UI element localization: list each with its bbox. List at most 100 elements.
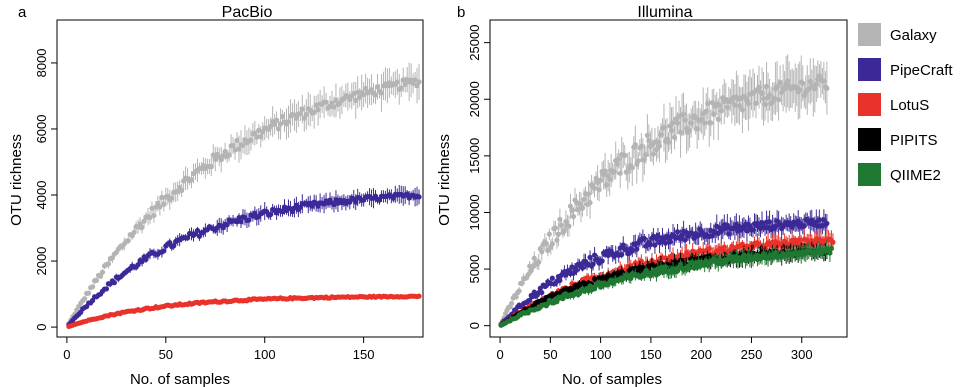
data-point: [552, 225, 558, 231]
data-point: [252, 210, 258, 216]
data-point: [590, 261, 596, 267]
x-tick-label: 100: [590, 347, 612, 362]
data-point: [93, 277, 100, 283]
data-point: [212, 156, 218, 162]
data-point: [587, 254, 593, 260]
data-point: [602, 168, 608, 174]
legend-swatch-lotus: [858, 93, 881, 116]
data-point: [303, 111, 309, 118]
x-tick-label: 200: [690, 347, 712, 362]
data-point: [279, 209, 286, 215]
series-lotus: [66, 293, 422, 330]
data-point: [147, 214, 153, 221]
data-point: [157, 204, 163, 210]
series-pipecraft: [498, 209, 830, 328]
x-tick-label: 0: [63, 347, 70, 362]
data-point: [828, 245, 835, 251]
y-tick-label: 10000: [467, 194, 482, 230]
data-point: [99, 269, 106, 275]
series-galaxy: [498, 54, 830, 327]
x-tick-label: 300: [791, 347, 813, 362]
data-point: [188, 177, 195, 183]
data-point: [536, 259, 542, 265]
data-point: [323, 99, 329, 105]
data-point: [236, 214, 242, 221]
data-point: [416, 194, 422, 200]
data-point: [139, 224, 145, 231]
x-tick-label: 50: [543, 347, 557, 362]
data-point: [167, 239, 173, 246]
x-tick-label: 0: [496, 347, 503, 362]
panel-a-y-axis: 0 2000 4000 6000 8000: [34, 48, 57, 331]
x-tick-label: 250: [741, 347, 763, 362]
data-point: [539, 289, 545, 296]
panel-b-x-axis-label: No. of samples: [562, 371, 662, 387]
data-point: [394, 79, 400, 85]
data-point: [599, 258, 605, 264]
data-point: [333, 97, 339, 104]
y-tick-label: 15000: [467, 138, 482, 174]
data-point: [111, 280, 117, 286]
panel-a-title: PacBio: [222, 4, 273, 21]
data-point: [254, 134, 260, 140]
panel-a-plot-box: [56, 19, 424, 338]
data-point: [161, 248, 167, 254]
data-point: [135, 262, 141, 268]
data-point: [299, 106, 305, 112]
legend-label-galaxy: Galaxy: [890, 27, 937, 44]
data-point: [402, 81, 408, 87]
data-point: [549, 275, 555, 281]
data-point: [268, 123, 274, 130]
data-point: [169, 195, 175, 201]
data-point: [687, 265, 693, 271]
data-point: [629, 165, 635, 171]
data-point: [272, 121, 278, 127]
y-tick-label: 6000: [34, 115, 49, 144]
panel-b-data: [498, 54, 836, 328]
data-point: [131, 229, 137, 235]
legend-swatch-qiime2: [858, 163, 881, 186]
data-point: [279, 113, 286, 120]
x-tick-label: 100: [254, 347, 276, 362]
data-point: [398, 85, 404, 91]
data-point: [297, 111, 303, 117]
data-point: [268, 211, 274, 218]
data-point: [285, 119, 292, 125]
data-point: [530, 264, 536, 270]
data-point: [82, 296, 88, 302]
data-point: [232, 147, 238, 153]
data-point: [226, 152, 232, 158]
panel-b: b Illumina 0 50 100 150 200 250 300 0 5000 10000…: [436, 4, 848, 387]
data-point: [412, 77, 418, 83]
data-point: [708, 120, 714, 126]
legend-label-qiime2: QIIME2: [890, 167, 941, 184]
data-point: [252, 130, 258, 136]
y-tick-label: 25000: [467, 25, 482, 61]
data-point: [347, 199, 353, 205]
data-point: [313, 102, 319, 108]
data-point: [545, 247, 551, 254]
panel-b-plot-box: [489, 19, 848, 338]
data-point: [824, 85, 830, 91]
data-point: [311, 109, 317, 115]
y-tick-label: 5000: [467, 255, 482, 284]
data-point: [103, 286, 110, 292]
panel-b-y-axis-label: OTU richness: [436, 134, 453, 226]
data-point: [234, 219, 240, 225]
series-galaxy: [66, 62, 422, 327]
data-point: [143, 256, 149, 262]
panel-a-x-axis: 0 50 100 150: [63, 337, 375, 362]
data-point: [90, 284, 96, 290]
data-point: [293, 115, 299, 121]
data-point: [309, 203, 315, 209]
data-point: [361, 91, 367, 98]
data-point: [97, 273, 104, 279]
data-point: [184, 235, 191, 241]
data-point: [274, 117, 280, 123]
data-point: [622, 152, 628, 158]
data-point: [363, 85, 369, 92]
data-point: [159, 194, 165, 201]
data-point: [194, 227, 201, 234]
data-point: [230, 142, 236, 149]
